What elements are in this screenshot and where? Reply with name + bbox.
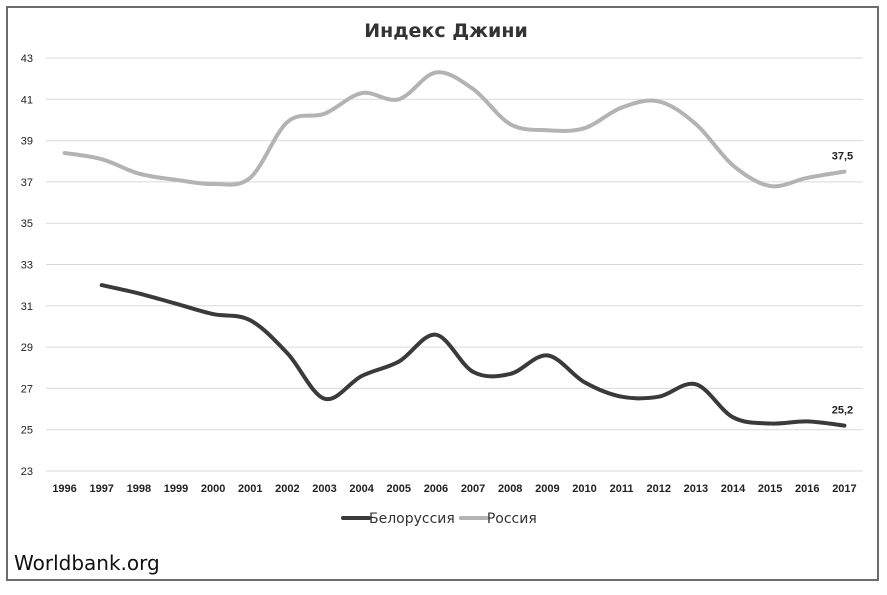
x-tick-label: 1996 [52, 483, 76, 495]
y-tick-label: 23 [21, 466, 33, 478]
y-tick-label: 33 [21, 260, 33, 272]
x-tick-label: 2003 [312, 483, 336, 495]
data-labels: 25,2 37,5 [832, 151, 853, 417]
end-data-label: 37,5 [832, 151, 853, 163]
x-tick-label: 2012 [647, 483, 671, 495]
y-tick-label: 31 [21, 301, 33, 313]
x-tick-label: 2008 [498, 483, 522, 495]
y-tick-label: 35 [21, 218, 33, 230]
x-tick-label: 2000 [201, 483, 225, 495]
legend-label: Белоруссия [369, 511, 455, 527]
series-lines [62, 70, 847, 428]
y-tick-label: 41 [21, 94, 33, 106]
legend-label: Россия [487, 511, 537, 527]
y-tick-label: 27 [21, 383, 33, 395]
x-tick-label: 1998 [127, 483, 151, 495]
x-tick-label: 1997 [89, 483, 113, 495]
x-tick-label: 2007 [461, 483, 485, 495]
x-tick-label: 1999 [164, 483, 188, 495]
x-tick-label: 2002 [275, 483, 299, 495]
series-line-1 [62, 70, 847, 189]
source-label: Worldbank.org [14, 551, 160, 575]
x-tick-label: 2011 [610, 483, 634, 495]
x-tick-label: 2010 [572, 483, 596, 495]
x-tick-label: 2015 [758, 483, 782, 495]
x-axis: 1996 1997 1998 1999 2000 2001 2002 2003 2004 2005… [52, 483, 856, 495]
x-tick-label: 2004 [349, 483, 374, 495]
chart-frame [6, 6, 879, 581]
y-tick-label: 39 [21, 136, 33, 148]
x-tick-label: 2016 [795, 483, 819, 495]
y-tick-label: 25 [21, 425, 33, 437]
y-tick-label: 29 [21, 342, 33, 354]
x-tick-label: 2001 [238, 483, 262, 495]
x-tick-label: 2005 [387, 483, 411, 495]
y-axis: 23 25 27 29 31 33 35 37 39 41 43 [21, 53, 33, 478]
legend: Белоруссия Россия [341, 511, 537, 527]
series-line-0 [99, 283, 847, 428]
gridlines [46, 57, 863, 472]
chart-title: Индекс Джини [364, 20, 528, 42]
x-tick-label: 2017 [832, 483, 856, 495]
end-data-label: 25,2 [832, 405, 853, 417]
x-tick-label: 2013 [684, 483, 708, 495]
y-tick-label: 37 [21, 177, 33, 189]
x-tick-label: 2009 [535, 483, 559, 495]
x-tick-label: 2006 [424, 483, 448, 495]
y-tick-label: 43 [21, 53, 33, 65]
x-tick-label: 2014 [721, 483, 746, 495]
